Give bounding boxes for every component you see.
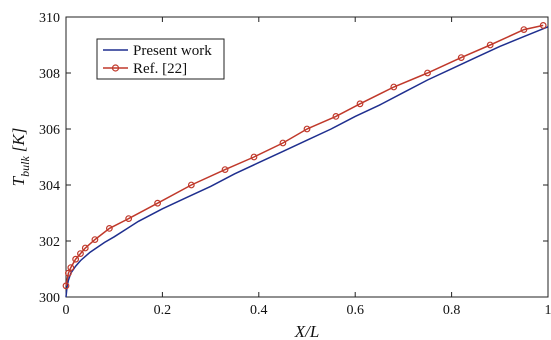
legend-label-present-work: Present work (133, 43, 212, 59)
legend: Present work Ref. [22] (96, 38, 225, 80)
y-tick-label: 300 (39, 291, 60, 306)
y-tick-label: 306 (39, 123, 60, 138)
series-point (356, 100, 364, 108)
x-tick-label: 0.8 (443, 303, 461, 318)
x-tick-label: 0.4 (250, 303, 268, 318)
y-tick-label: 302 (39, 235, 60, 250)
series-point (91, 236, 99, 244)
series-point (457, 54, 465, 61)
svg-text:Tbulk[K]: Tbulk [K] (9, 128, 32, 187)
legend-marker-ref22 (111, 64, 120, 72)
series-point (105, 224, 113, 232)
y-axis-label-unit: [K] (9, 128, 28, 153)
series-point (250, 153, 258, 161)
series-point (486, 41, 494, 49)
series-point (65, 269, 72, 277)
y-axis-label: Tbulk [K] (9, 128, 32, 187)
series-point (424, 69, 431, 77)
series-point (390, 83, 398, 91)
series-point (187, 181, 195, 189)
series-point (332, 112, 340, 120)
series-point (77, 250, 84, 258)
series-point (72, 255, 80, 263)
series-point (125, 215, 133, 223)
x-tick-label: 1 (545, 303, 551, 318)
series-point (81, 244, 89, 252)
series-point (303, 125, 311, 133)
series-point (279, 139, 287, 147)
series-line-0 (65, 26, 549, 298)
x-tick-label: 0 (63, 303, 70, 318)
series-point (539, 22, 547, 29)
x-tick-label: 0.2 (154, 303, 172, 318)
x-tick-label: 0.6 (346, 303, 364, 318)
y-tick-label: 310 (39, 11, 60, 26)
y-axis-label-main: T (9, 175, 28, 186)
legend-label-ref22: Ref. [22] (133, 61, 187, 77)
series-point (62, 282, 70, 290)
series-point (221, 166, 229, 174)
y-axis-label-sub: bulk (18, 156, 32, 177)
y-axis: 300 302 304 306 308 310 (39, 11, 548, 306)
series-point (67, 264, 75, 272)
x-axis: 0 0.2 0.4 0.6 0.8 1 (63, 17, 551, 318)
legend-box (96, 38, 225, 80)
series-point (154, 199, 161, 207)
series-point (520, 26, 528, 34)
y-tick-label: 308 (39, 67, 60, 82)
x-axis-label: X/L (294, 322, 320, 340)
series-layer (62, 22, 549, 298)
y-tick-label: 304 (39, 179, 60, 194)
